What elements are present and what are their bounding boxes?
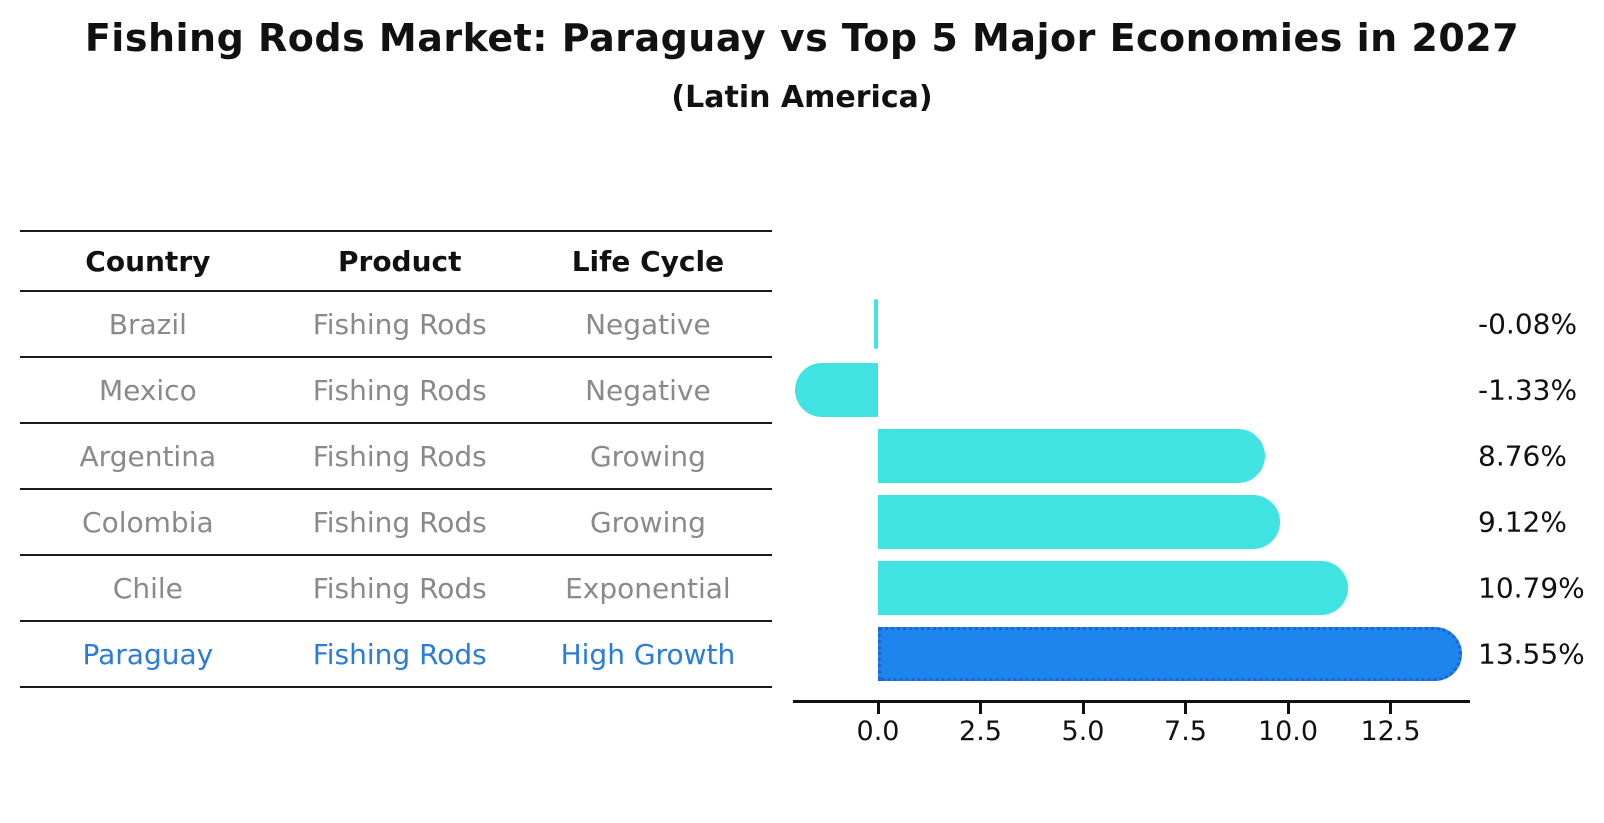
cell-life-cycle: Growing	[589, 505, 706, 539]
table-row: Chile Fishing Rods Exponential	[20, 556, 772, 622]
table-header-row: Country Product Life Cycle	[20, 232, 772, 292]
x-axis-tick-label: 7.5	[1164, 716, 1207, 747]
x-axis-tick	[1286, 703, 1290, 714]
table-row: Paraguay Fishing Rods High Growth	[20, 622, 772, 686]
bar-brazil	[874, 299, 878, 349]
bar-value-label: 13.55%	[1478, 637, 1585, 671]
x-axis-tick	[1081, 703, 1085, 714]
x-axis-tick-label: 5.0	[1061, 716, 1105, 747]
bar-colombia	[878, 495, 1280, 549]
cell-life-cycle: High Growth	[560, 637, 736, 671]
cell-country: Colombia	[82, 505, 214, 539]
x-axis-tick-label: 2.5	[959, 716, 1002, 747]
chart-title: Fishing Rods Market: Paraguay vs Top 5 M…	[84, 16, 1520, 60]
bar-value-label: -1.33%	[1478, 373, 1578, 407]
cell-product: Fishing Rods	[312, 307, 487, 341]
cell-country: Mexico	[98, 373, 197, 407]
cell-life-cycle: Negative	[585, 307, 711, 341]
cell-country: Argentina	[79, 439, 217, 473]
cell-country: Brazil	[108, 307, 187, 341]
bar-mexico	[795, 363, 878, 417]
cell-product: Fishing Rods	[312, 373, 487, 407]
table-row: Colombia Fishing Rods Growing	[20, 490, 772, 556]
x-axis-tick	[876, 703, 880, 714]
country-table: Country Product Life Cycle Brazil Fishin…	[20, 230, 772, 688]
cell-product: Fishing Rods	[312, 637, 487, 671]
x-axis-tick	[1184, 703, 1187, 714]
bar-value-label: -0.08%	[1478, 307, 1578, 341]
column-header-life-cycle: Life Cycle	[571, 244, 725, 278]
bar-paraguay	[878, 627, 1462, 681]
x-axis-tick	[979, 703, 982, 714]
cell-product: Fishing Rods	[312, 439, 487, 473]
chart-subtitle: (Latin America)	[671, 80, 933, 115]
x-axis-line	[793, 700, 1470, 703]
bar-chile	[878, 561, 1349, 615]
table-row: Mexico Fishing Rods Negative	[20, 358, 772, 424]
x-axis-tick-label: 12.5	[1360, 716, 1421, 747]
table-row: Brazil Fishing Rods Negative	[20, 292, 772, 358]
table-row: Argentina Fishing Rods Growing	[20, 424, 772, 490]
cell-country: Chile	[112, 571, 183, 605]
bar-value-label: 9.12%	[1478, 505, 1567, 539]
bar-value-label: 10.79%	[1478, 571, 1585, 605]
x-axis-tick	[1389, 703, 1392, 714]
bar-argentina	[878, 429, 1266, 483]
cell-life-cycle: Exponential	[565, 571, 731, 605]
x-axis-tick-label: 10.0	[1257, 716, 1319, 747]
cell-country: Paraguay	[82, 637, 214, 671]
bar-value-label: 8.76%	[1478, 439, 1567, 473]
cell-product: Fishing Rods	[312, 505, 487, 539]
cell-product: Fishing Rods	[312, 571, 487, 605]
column-header-product: Product	[337, 244, 462, 278]
cell-life-cycle: Negative	[585, 373, 711, 407]
x-axis-tick-label: 0.0	[856, 716, 900, 747]
cell-life-cycle: Growing	[589, 439, 706, 473]
column-header-country: Country	[85, 244, 211, 278]
